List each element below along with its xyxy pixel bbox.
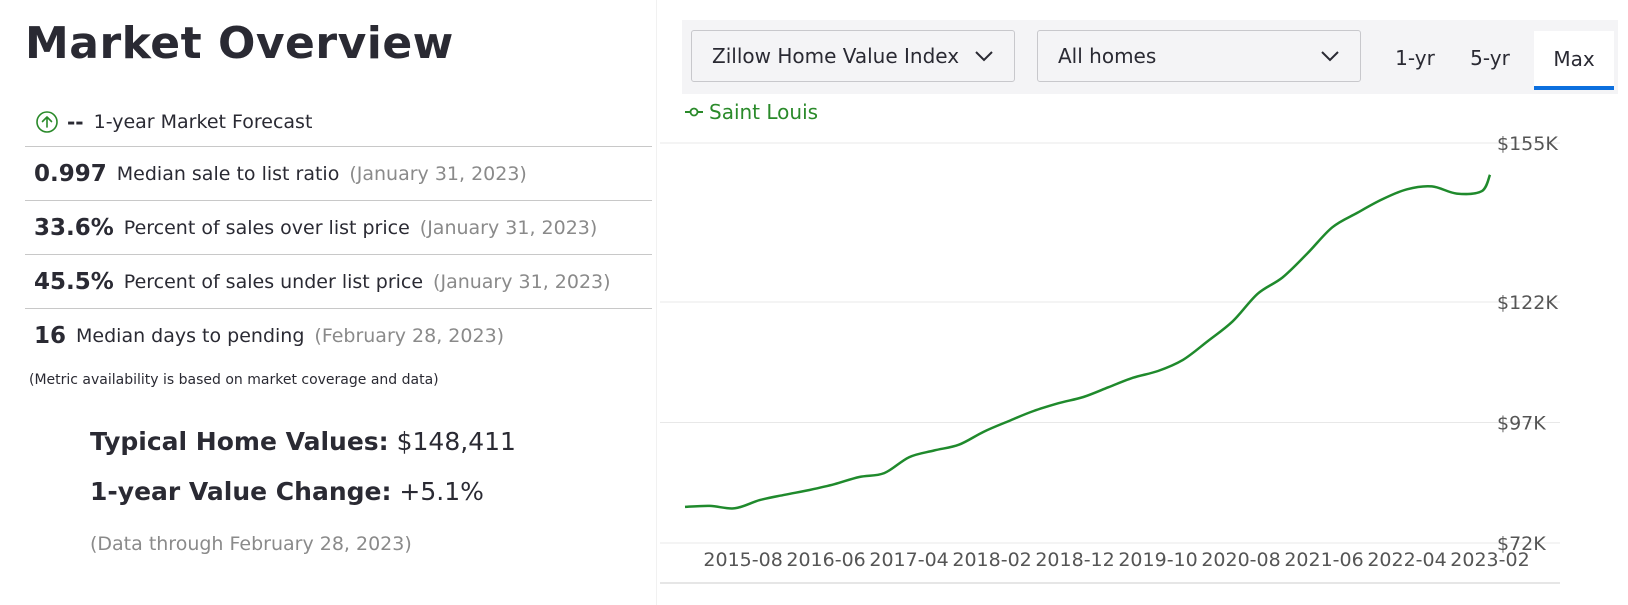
chevron-down-icon [975,51,993,62]
legend-series-name: Saint Louis [709,100,819,124]
stat-label: Median sale to list ratio [116,162,340,185]
stat-row-sale-to-list: 0.997 Median sale to list ratio (January… [25,147,652,201]
stat-value: 33.6% [34,214,114,241]
series-line-saint-louis [684,174,1492,510]
y-tick-label: $122K [1497,292,1558,314]
forecast-row: -- 1-year Market Forecast [25,98,652,147]
forecast-label: 1-year Market Forecast [93,111,313,133]
index-select[interactable]: Zillow Home Value Index [691,30,1015,82]
stat-label: Median days to pending [76,324,305,347]
stat-date: (January 31, 2023) [419,216,598,239]
typical-home-values-value: $148,411 [396,427,516,456]
y-tick-label: $155K [1497,133,1558,155]
x-tick-label: 2015-08 [703,549,782,571]
range-button-5-yr[interactable]: 5-yr [1470,46,1510,70]
range-button-max[interactable]: Max [1534,31,1614,90]
stat-value: 0.997 [34,160,107,187]
x-tick-label: 2017-04 [869,549,948,571]
x-tick-label: 2022-04 [1367,549,1446,571]
stat-row-days-to-pending: 16 Median days to pending (February 28, … [25,309,652,362]
x-tick-label: 2018-02 [952,549,1031,571]
legend-line-marker-icon [685,107,703,117]
home-type-select[interactable]: All homes [1037,30,1361,82]
x-tick-label: 2020-08 [1201,549,1280,571]
market-overview-panel: Market Overview -- 1-year Market Forecas… [0,0,660,605]
x-tick-label: 2018-12 [1035,549,1114,571]
home-type-select-value: All homes [1058,44,1157,68]
range-button-1-yr[interactable]: 1-yr [1395,46,1435,70]
x-tick-label: 2023-02 [1450,549,1529,571]
y-tick-label: $97K [1497,413,1546,435]
arrow-up-circle-icon [36,111,58,133]
one-year-value-change: 1-year Value Change: +5.1% [90,477,484,506]
stat-label: Percent of sales under list price [123,270,424,293]
chart-controls: Zillow Home Value Index All homes 1-yr 5… [682,20,1618,94]
stat-date: (January 31, 2023) [349,162,527,185]
stat-date: (February 28, 2023) [314,324,505,347]
chevron-down-icon [1321,51,1339,62]
value-change-value: +5.1% [399,477,484,506]
x-tick-label: 2021-06 [1284,549,1363,571]
stat-row-under-list: 45.5% Percent of sales under list price … [25,255,652,309]
metric-availability-note: (Metric availability is based on market … [29,372,439,388]
stat-label: Percent of sales over list price [123,216,410,239]
x-tick-label: 2019-10 [1118,549,1197,571]
y-tick-label: $72K [1497,533,1546,555]
chart-legend: Saint Louis [685,100,818,124]
panel-divider [656,0,657,605]
typical-home-values-label: Typical Home Values: [90,427,389,456]
stat-value: 45.5% [34,268,114,295]
x-tick-label: 2016-06 [786,549,865,571]
forecast-value: -- [67,110,84,134]
data-through-note: (Data through February 28, 2023) [90,533,412,555]
typical-home-values: Typical Home Values: $148,411 [90,427,516,456]
page-title: Market Overview [25,18,454,69]
stat-date: (January 31, 2023) [433,270,611,293]
index-select-value: Zillow Home Value Index [712,44,960,68]
value-change-label: 1-year Value Change: [90,477,392,506]
stat-row-over-list: 33.6% Percent of sales over list price (… [25,201,652,255]
stat-value: 16 [34,322,67,349]
